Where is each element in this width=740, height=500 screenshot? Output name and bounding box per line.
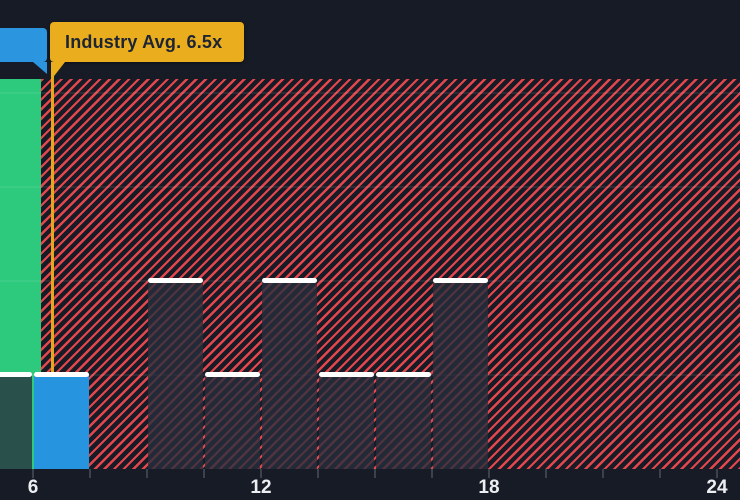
- axis-tick-label: 24: [706, 477, 728, 498]
- axis-tick: [203, 469, 205, 478]
- industry-avg-callout[interactable]: Industry Avg. 6.5x: [50, 22, 245, 62]
- histogram-bar[interactable]: [433, 278, 488, 469]
- bar-top-cap: [262, 278, 317, 283]
- axis-tick: [602, 469, 604, 478]
- bar-top-cap: [148, 278, 203, 283]
- histogram-bar[interactable]: [148, 278, 203, 469]
- axis-tick: [488, 469, 490, 478]
- bar-top-cap: [34, 372, 89, 377]
- histogram-bar[interactable]: [319, 372, 374, 469]
- blue-callout-pointer-icon: [33, 62, 47, 74]
- histogram-bar[interactable]: [0, 372, 32, 469]
- axis-tick: [374, 469, 376, 478]
- bar-top-cap: [0, 372, 32, 377]
- axis-tick: [659, 469, 661, 478]
- bar-top-cap: [319, 372, 374, 377]
- axis-tick: [146, 469, 148, 478]
- axis-tick: [431, 469, 433, 478]
- axis-tick-label: 18: [478, 477, 500, 498]
- axis-tick: [317, 469, 319, 478]
- industry-avg-callout-pointer-icon: [51, 62, 65, 80]
- gridline: [0, 186, 740, 188]
- bar-top-cap: [205, 372, 260, 377]
- histogram-bar[interactable]: [205, 372, 260, 469]
- gridline: [0, 280, 740, 282]
- axis-tick: [32, 469, 34, 478]
- histogram-bar[interactable]: [34, 372, 89, 469]
- clipped-blue-callout[interactable]: [0, 28, 47, 62]
- axis-tick-label: 12: [250, 477, 272, 498]
- axis-tick: [716, 469, 718, 478]
- industry-avg-reference-line: [51, 74, 54, 372]
- axis-tick: [545, 469, 547, 478]
- axis-tick: [260, 469, 262, 478]
- gridline: [0, 92, 740, 94]
- axis-tick: [89, 469, 91, 478]
- histogram-bar[interactable]: [376, 372, 431, 469]
- axis-tick-label: 6: [27, 477, 39, 498]
- industry-avg-label: Industry Avg. 6.5x: [65, 31, 223, 52]
- bar-top-cap: [433, 278, 488, 283]
- histogram-bar[interactable]: [262, 278, 317, 469]
- bar-top-cap: [376, 372, 431, 377]
